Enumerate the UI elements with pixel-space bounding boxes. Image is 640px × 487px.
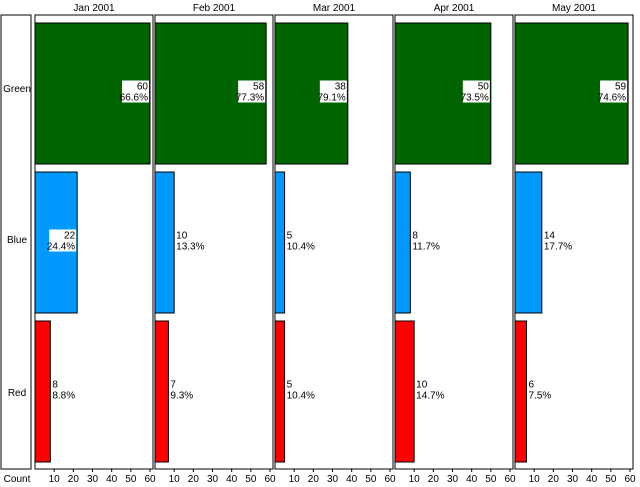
x-tick-label: 50 <box>605 474 617 485</box>
data-label-count: 14 <box>544 231 556 242</box>
data-label-percent: 8.8% <box>52 391 75 402</box>
x-tick-label: 30 <box>327 474 339 485</box>
bar-blue <box>514 171 543 314</box>
x-tick-label: 30 <box>447 474 459 485</box>
category-axis-frame <box>0 14 32 470</box>
data-label-percent: 17.7% <box>544 242 572 253</box>
data-label-percent: 77.3% <box>236 93 264 104</box>
data-label-percent: 24.4% <box>47 242 75 253</box>
x-tick-label: 50 <box>365 474 377 485</box>
x-tick-label: 40 <box>466 474 478 485</box>
x-tick-label: 20 <box>68 474 80 485</box>
x-tick-label: 60 <box>264 474 276 485</box>
data-label-count: 59 <box>615 82 627 93</box>
data-label-percent: 14.7% <box>416 391 444 402</box>
data-label-count: 22 <box>64 231 76 242</box>
bar-red <box>154 320 169 463</box>
panel-title: Mar 2001 <box>313 3 356 14</box>
x-tick-label: 60 <box>384 474 396 485</box>
data-label-percent: 10.4% <box>287 391 315 402</box>
x-tick-label: 10 <box>409 474 421 485</box>
x-tick-label: 30 <box>207 474 219 485</box>
panel-title: Apr 2001 <box>434 3 475 14</box>
data-label-count: 8 <box>52 380 58 391</box>
bar-red <box>394 320 415 463</box>
x-tick-label: 10 <box>49 474 61 485</box>
x-tick-label: 60 <box>144 474 156 485</box>
x-tick-label: 20 <box>548 474 560 485</box>
data-label-count: 7 <box>170 380 176 391</box>
data-label-percent: 79.1% <box>317 93 345 104</box>
data-label-count: 5 <box>287 231 293 242</box>
panel-title: May 2001 <box>552 3 596 14</box>
x-tick-label: 40 <box>346 474 358 485</box>
category-label-red: Red <box>8 388 26 399</box>
data-label-background <box>122 80 149 103</box>
x-tick-label: 10 <box>289 474 301 485</box>
x-tick-label: 40 <box>106 474 118 485</box>
data-label-percent: 66.6% <box>120 93 148 104</box>
data-label-count: 50 <box>478 82 490 93</box>
x-tick-label: 40 <box>226 474 238 485</box>
panel-title: Feb 2001 <box>193 3 236 14</box>
panel-title: Jan 2001 <box>73 3 115 14</box>
data-label-count: 8 <box>412 231 418 242</box>
bar-blue <box>274 171 286 314</box>
category-axis: Green Blue Red <box>0 14 32 470</box>
data-label-percent: 13.3% <box>176 242 204 253</box>
data-label-count: 10 <box>176 231 188 242</box>
category-label-green: Green <box>3 84 31 95</box>
x-tick-label: 40 <box>586 474 598 485</box>
bar-red <box>514 320 527 463</box>
category-label-blue: Blue <box>7 235 27 246</box>
x-tick-label: 50 <box>485 474 497 485</box>
data-label-background <box>319 80 347 103</box>
x-tick-label: 60 <box>624 474 636 485</box>
x-tick-label: 60 <box>504 474 516 485</box>
data-label-count: 38 <box>335 82 347 93</box>
data-label-count: 10 <box>416 380 428 391</box>
data-label-percent: 10.4% <box>287 242 315 253</box>
data-label-count: 58 <box>253 82 265 93</box>
data-label-background <box>49 229 77 252</box>
x-tick-label: 10 <box>169 474 181 485</box>
data-label-percent: 73.5% <box>460 93 488 104</box>
x-axis-label: Count <box>4 474 31 485</box>
data-label-background <box>462 80 490 103</box>
data-label-count: 6 <box>529 380 535 391</box>
data-label-background <box>600 80 628 103</box>
data-label-percent: 9.3% <box>170 391 193 402</box>
bar-blue <box>154 171 175 314</box>
x-tick-label: 20 <box>428 474 440 485</box>
data-label-percent: 74.6% <box>598 93 626 104</box>
data-label-count: 60 <box>137 82 149 93</box>
x-tick-label: 20 <box>308 474 320 485</box>
data-label-count: 5 <box>287 380 293 391</box>
data-label-background <box>238 80 266 103</box>
x-tick-label: 20 <box>188 474 200 485</box>
bar-blue <box>394 171 411 314</box>
data-label-percent: 11.7% <box>412 242 440 253</box>
x-tick-label: 10 <box>529 474 541 485</box>
x-tick-label: 50 <box>245 474 257 485</box>
x-tick-label: 30 <box>567 474 579 485</box>
bar-red <box>34 320 51 463</box>
x-tick-label: 50 <box>125 474 137 485</box>
x-tick-label: 30 <box>87 474 99 485</box>
bar-red <box>274 320 286 463</box>
data-label-percent: 7.5% <box>529 391 552 402</box>
